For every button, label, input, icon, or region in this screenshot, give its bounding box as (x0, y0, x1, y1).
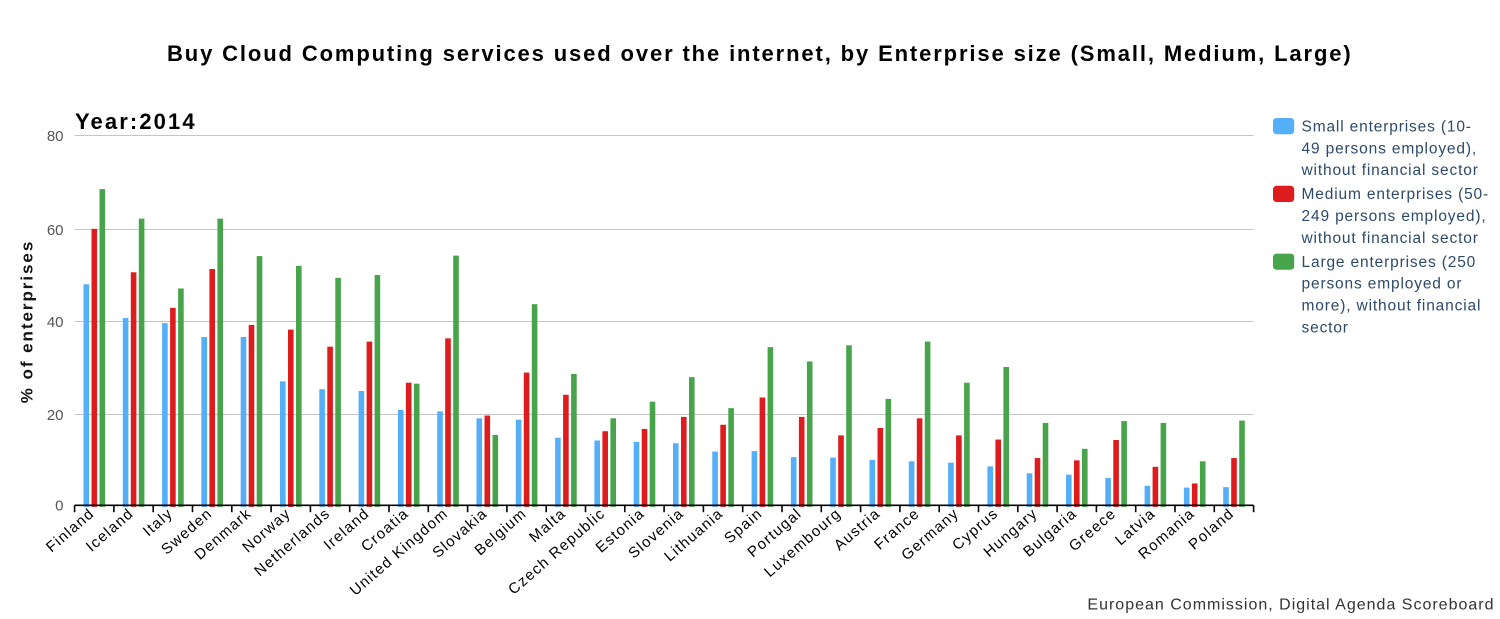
svg-text:20: 20 (47, 407, 64, 424)
svg-text:persons employed or: persons employed or (1302, 276, 1463, 293)
svg-text:European Commission, Digital A: European Commission, Digital Agenda Scor… (1087, 597, 1494, 614)
svg-text:without financial sector: without financial sector (1301, 230, 1479, 247)
svg-text:% of enterprises: % of enterprises (17, 240, 36, 403)
svg-text:Buy Cloud Computing services u: Buy Cloud Computing services used over t… (167, 41, 1353, 66)
svg-text:40: 40 (47, 314, 64, 331)
svg-text:more), without financial: more), without financial (1302, 298, 1482, 315)
svg-text:sector: sector (1302, 319, 1349, 336)
svg-text:249 persons employed),: 249 persons employed), (1302, 208, 1487, 225)
svg-text:Small enterprises (10-: Small enterprises (10- (1302, 119, 1472, 136)
svg-text:80: 80 (47, 128, 64, 145)
svg-text:Medium enterprises (50-: Medium enterprises (50- (1302, 186, 1490, 203)
svg-text:49 persons employed),: 49 persons employed), (1302, 140, 1478, 157)
svg-text:60: 60 (47, 222, 64, 239)
svg-text:Year:2014: Year:2014 (75, 109, 197, 134)
svg-text:Large enterprises (250: Large enterprises (250 (1302, 254, 1477, 271)
svg-text:0: 0 (55, 498, 63, 515)
svg-text:without financial sector: without financial sector (1301, 162, 1479, 179)
